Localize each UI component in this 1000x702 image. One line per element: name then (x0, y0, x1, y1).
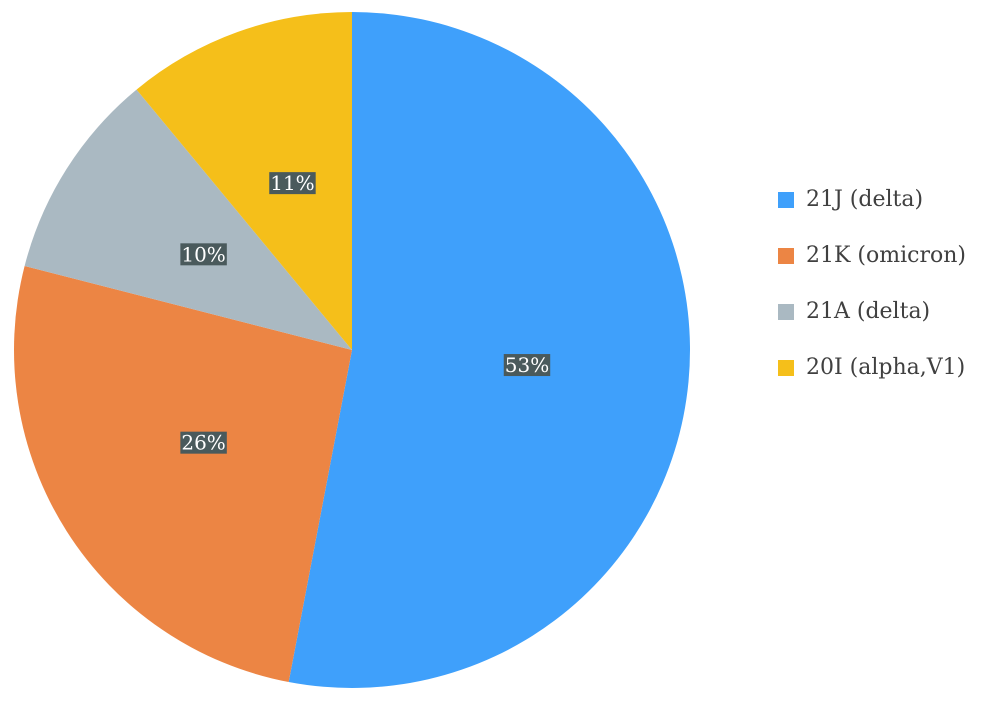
pie-slice (13, 265, 353, 683)
pie-slice (136, 12, 352, 350)
value-label-bg (503, 354, 551, 377)
value-label-group: 53% (503, 353, 551, 377)
legend-swatch (778, 360, 794, 376)
legend-swatch (778, 304, 794, 320)
value-label: 10% (181, 242, 225, 266)
pie-slice (288, 12, 691, 688)
value-label-bg (269, 172, 316, 195)
value-label-group: 10% (180, 242, 227, 266)
legend-swatch (778, 192, 794, 208)
value-label-group: 26% (180, 431, 227, 455)
legend-label: 20I (alpha,V1) (806, 355, 965, 380)
value-label-bg (180, 431, 227, 454)
legend-label: 21A (delta) (806, 299, 930, 324)
legend-label: 21J (delta) (806, 187, 923, 212)
legend-swatch (778, 248, 794, 264)
value-label-group: 11% (269, 171, 316, 195)
value-label: 11% (270, 171, 314, 195)
value-label: 53% (505, 353, 549, 377)
legend-label: 21K (omicron) (806, 243, 966, 268)
value-label-bg (180, 243, 227, 266)
pie-slice (24, 89, 352, 350)
value-label: 26% (181, 431, 225, 455)
